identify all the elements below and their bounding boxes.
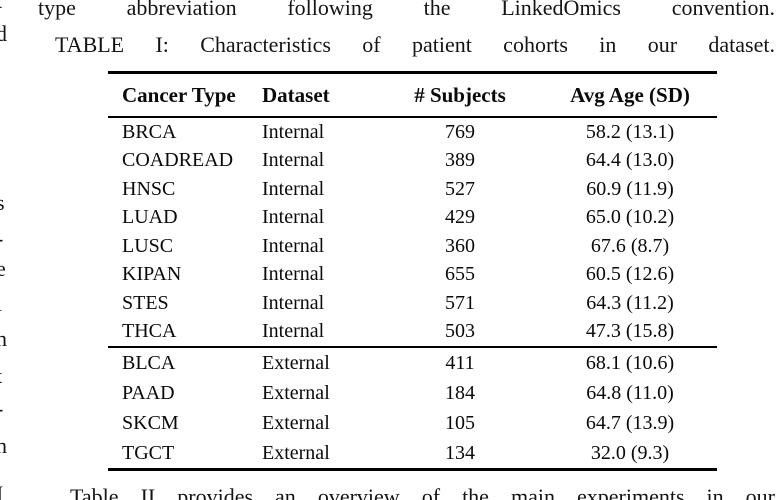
patient-cohort-table: Cancer Type Dataset # Subjects Avg Age (…	[108, 71, 717, 471]
left-column-text-fragment: I	[0, 481, 3, 500]
cell-cancer-type: SKCM	[122, 411, 179, 434]
cell-dataset: Internal	[262, 320, 325, 343]
cell-cancer-type: LUSC	[122, 234, 174, 257]
table-row: LUSC Internal 360 67.6 (8.7)	[108, 232, 717, 261]
cell-avg-age: 64.4 (13.0)	[585, 149, 675, 172]
cell-avg-age: 58.2 (13.1)	[585, 120, 675, 143]
header-row: Cancer Type Dataset # Subjects Avg Age (…	[108, 73, 717, 117]
cell-cancer-type: BRCA	[122, 120, 177, 143]
left-column-text-fragment: -	[0, 226, 3, 252]
cell-dataset: Internal	[262, 291, 325, 314]
cell-avg-age: 64.3 (11.2)	[586, 291, 674, 314]
column-header-dataset: Dataset	[262, 82, 330, 107]
cell-avg-age: 32.0 (9.3)	[590, 441, 670, 464]
table-row: THCA Internal 503 47.3 (15.8)	[108, 318, 717, 348]
cell-avg-age: 68.1 (10.6)	[585, 351, 675, 374]
cell-avg-age: 64.7 (13.9)	[585, 411, 675, 434]
cell-dataset: External	[262, 441, 330, 464]
cell-subjects: 769	[445, 120, 475, 143]
table-caption: TABLE I: Characteristics of patient coho…	[55, 32, 775, 57]
table-row: PAAD External 184 64.8 (11.0)	[108, 378, 717, 408]
cell-subjects: 411	[445, 351, 475, 374]
left-column-text-fragment: t	[0, 363, 2, 389]
cell-cancer-type: LUAD	[122, 206, 178, 229]
cell-cancer-type: HNSC	[122, 177, 176, 200]
cell-avg-age: 67.6 (8.7)	[590, 234, 670, 257]
cell-avg-age: 65.0 (10.2)	[585, 206, 675, 229]
cell-subjects: 655	[445, 263, 475, 286]
table-row: TGCT External 134 32.0 (9.3)	[108, 438, 717, 470]
cell-cancer-type: BLCA	[122, 351, 176, 374]
cell-avg-age: 47.3 (15.8)	[585, 320, 675, 343]
cell-subjects: 503	[445, 320, 475, 343]
body-text-line-bottom: Table II provides an overview of the mai…	[70, 484, 775, 500]
cell-dataset: Internal	[262, 149, 325, 172]
cell-subjects: 571	[445, 291, 475, 314]
cell-cancer-type: PAAD	[122, 381, 175, 404]
cell-subjects: 527	[445, 177, 475, 200]
left-column-text-fragment: n	[0, 433, 7, 458]
cell-avg-age: 60.9 (11.9)	[586, 177, 674, 200]
column-header-avg-age: Avg Age (SD)	[570, 82, 690, 107]
cell-subjects: 105	[445, 411, 475, 434]
table-row: BRCA Internal 769 58.2 (13.1)	[108, 117, 717, 147]
cell-subjects: 389	[445, 149, 475, 172]
table-row: COADREAD Internal 389 64.4 (13.0)	[108, 147, 717, 176]
left-column-text-fragment: l	[0, 291, 2, 317]
left-column-text-fragment: n	[0, 326, 7, 351]
cell-dataset: Internal	[262, 177, 325, 200]
cell-dataset: Internal	[262, 206, 325, 229]
cell-dataset: Internal	[262, 234, 325, 257]
cell-subjects: 134	[445, 441, 475, 464]
column-header-cancer-type: Cancer Type	[122, 82, 236, 107]
internal-cohort-group: BRCA Internal 769 58.2 (13.1) COADREAD I…	[108, 117, 717, 347]
cell-subjects: 184	[445, 381, 475, 404]
left-column-text-fragment: d	[0, 21, 7, 46]
left-column-text-fragment: e	[0, 256, 6, 281]
cell-dataset: External	[262, 411, 330, 434]
cell-cancer-type: TGCT	[122, 441, 175, 464]
cell-subjects: 360	[445, 234, 475, 257]
cell-dataset: External	[262, 381, 330, 404]
left-column-text-fragment: s	[0, 190, 5, 215]
cell-cancer-type: STES	[122, 291, 169, 314]
cell-avg-age: 60.5 (12.6)	[585, 263, 675, 286]
cell-cancer-type: KIPAN	[122, 263, 182, 286]
column-header-subjects: # Subjects	[414, 82, 506, 107]
cell-cancer-type: COADREAD	[122, 149, 234, 172]
table-row: SKCM External 105 64.7 (13.9)	[108, 408, 717, 438]
cell-avg-age: 64.8 (11.0)	[586, 381, 674, 404]
cell-subjects: 429	[445, 206, 475, 229]
cell-cancer-type: THCA	[122, 320, 177, 343]
table-row: HNSC Internal 527 60.9 (11.9)	[108, 175, 717, 204]
body-text-line-top: type abbreviation following the LinkedOm…	[38, 0, 775, 20]
left-column-text-fragment: t	[0, 0, 2, 14]
table-row: STES Internal 571 64.3 (11.2)	[108, 289, 717, 318]
table-row: BLCA External 411 68.1 (10.6)	[108, 347, 717, 378]
cell-dataset: External	[262, 351, 330, 374]
left-column-text-fragment: -	[0, 396, 3, 422]
table-row: KIPAN Internal 655 60.5 (12.6)	[108, 261, 717, 290]
cell-dataset: Internal	[262, 120, 325, 143]
external-cohort-group: BLCA External 411 68.1 (10.6) PAAD Exter…	[108, 347, 717, 470]
table-row: LUAD Internal 429 65.0 (10.2)	[108, 204, 717, 233]
cell-dataset: Internal	[262, 263, 325, 286]
